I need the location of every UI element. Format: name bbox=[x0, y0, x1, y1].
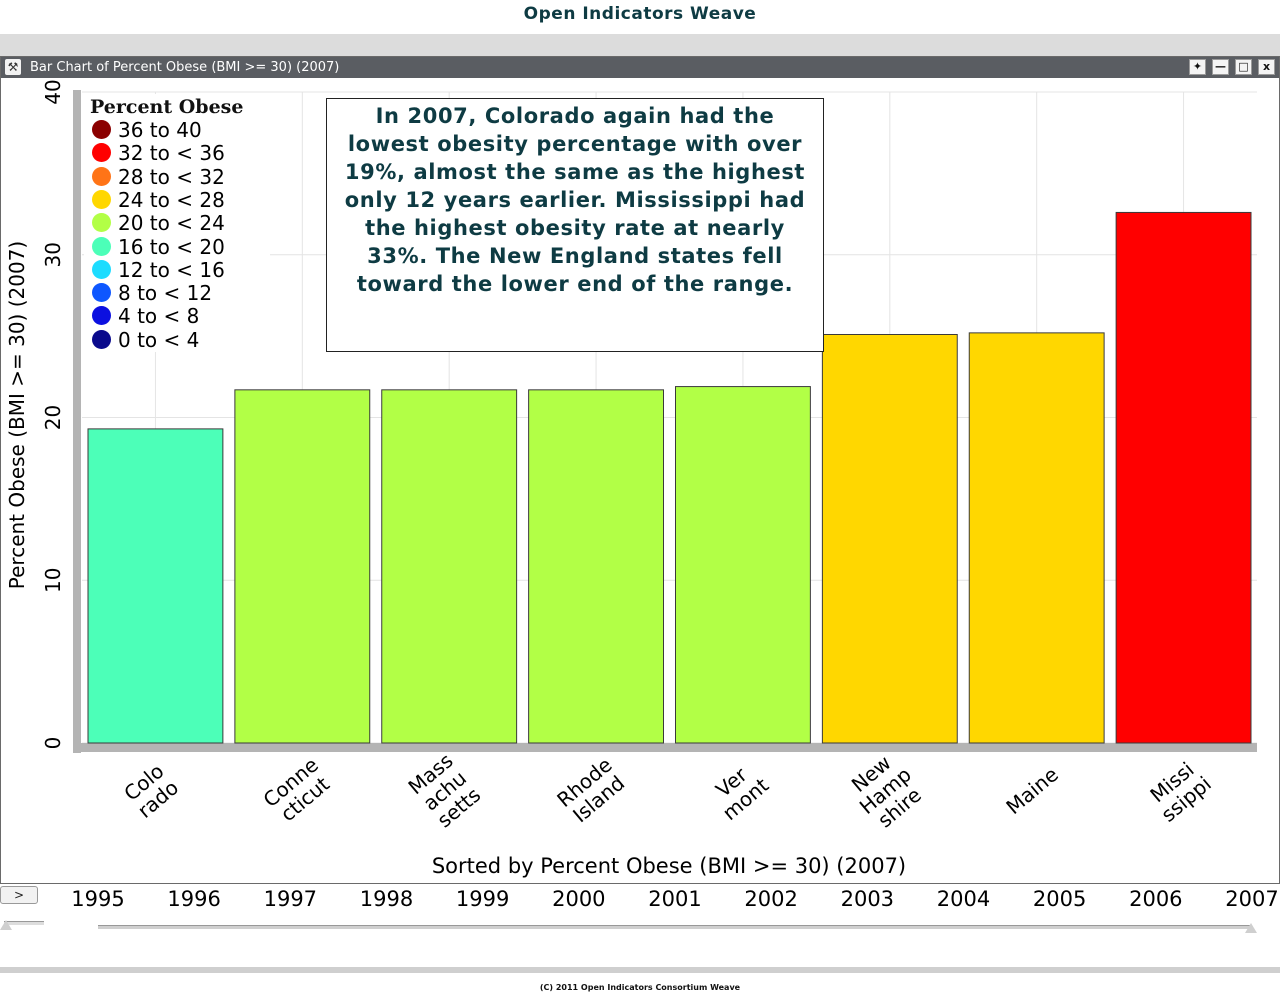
annotation-box[interactable]: In 2007, Colorado again had the lowest o… bbox=[326, 98, 824, 352]
bar bbox=[528, 389, 664, 744]
y-axis-line bbox=[73, 90, 81, 753]
y-tick-label: 30 bbox=[41, 242, 65, 267]
pin-icon: ✦ bbox=[1192, 60, 1203, 73]
legend-label: 28 to < 32 bbox=[118, 164, 225, 189]
play-button[interactable]: > bbox=[0, 886, 38, 904]
legend-title: Percent Obese bbox=[90, 96, 244, 118]
timeline-year[interactable]: 1995 bbox=[71, 887, 125, 911]
x-tick-label: Connecticut bbox=[259, 752, 337, 828]
timeline-year[interactable]: 1997 bbox=[263, 887, 318, 911]
window-title: Bar Chart of Percent Obese (BMI >= 30) (… bbox=[30, 60, 340, 75]
timeline-year[interactable]: 2006 bbox=[1129, 887, 1183, 911]
minimize-icon: — bbox=[1215, 60, 1226, 73]
legend-label: 16 to < 20 bbox=[118, 234, 225, 259]
speed-slider[interactable] bbox=[4, 921, 44, 925]
y-axis-title: Percent Obese (BMI >= 30) (2007) bbox=[5, 241, 29, 589]
y-tick-label: 10 bbox=[41, 568, 65, 593]
speed-slider-thumb[interactable] bbox=[0, 920, 12, 930]
x-tick-label: Maine bbox=[1001, 762, 1062, 819]
timeline-year[interactable]: 1996 bbox=[167, 887, 221, 911]
timeline-year[interactable]: 1998 bbox=[359, 887, 414, 911]
timeline-year[interactable]: 2003 bbox=[840, 887, 895, 911]
app-title: Open Indicators Weave bbox=[523, 4, 757, 24]
legend-label: 24 to < 28 bbox=[118, 187, 225, 212]
timeline-year[interactable]: 2002 bbox=[744, 887, 798, 911]
bar bbox=[675, 386, 811, 744]
window-titlebar[interactable]: ⚒ Bar Chart of Percent Obese (BMI >= 30)… bbox=[1, 57, 1279, 78]
legend-label: 32 to < 36 bbox=[118, 141, 225, 166]
bar bbox=[234, 389, 371, 744]
x-tick-label: Massachusetts bbox=[404, 748, 486, 832]
legend-label: 0 to < 4 bbox=[118, 327, 200, 352]
legend: Percent Obese 36 to 40 32 to < 36 28 to < … bbox=[84, 94, 270, 352]
y-tick-label: 40 bbox=[41, 79, 65, 104]
pin-button[interactable]: ✦ bbox=[1189, 59, 1206, 75]
x-tick-label: Mississippi bbox=[1142, 755, 1215, 827]
bar bbox=[1115, 211, 1252, 744]
x-tick-label: Vermont bbox=[704, 756, 774, 825]
maximize-button[interactable]: □ bbox=[1235, 59, 1252, 75]
wrench-icon[interactable]: ⚒ bbox=[5, 59, 21, 75]
bottom-band bbox=[0, 967, 1280, 973]
legend-swatch bbox=[92, 236, 111, 256]
bar bbox=[821, 333, 958, 744]
y-tick-label: 0 bbox=[41, 737, 65, 750]
legend-swatch bbox=[92, 329, 111, 349]
timeline-year[interactable]: 1999 bbox=[455, 887, 510, 911]
legend-swatch bbox=[92, 283, 111, 303]
legend-swatch bbox=[92, 189, 111, 209]
x-tick-label: RhodeIsland bbox=[552, 753, 630, 829]
legend-swatch bbox=[92, 259, 111, 279]
bar bbox=[381, 389, 518, 744]
legend-label: 20 to < 24 bbox=[118, 211, 225, 236]
timeline-year[interactable]: 2004 bbox=[936, 887, 991, 911]
maximize-icon: □ bbox=[1238, 60, 1249, 73]
y-tick-label: 20 bbox=[41, 405, 65, 430]
legend-swatch bbox=[92, 120, 111, 139]
toolbar-band bbox=[0, 34, 1280, 56]
timeline-year[interactable]: 2007 bbox=[1225, 887, 1279, 911]
legend-swatch bbox=[92, 166, 111, 186]
x-tick-label: Colorado bbox=[119, 758, 183, 822]
time-slider-thumb[interactable] bbox=[1245, 923, 1257, 933]
timeline-year[interactable]: 2005 bbox=[1032, 887, 1087, 911]
legend-swatch bbox=[92, 306, 111, 326]
legend-label: 8 to < 12 bbox=[118, 281, 213, 306]
timeline-year[interactable]: 2000 bbox=[552, 887, 606, 911]
legend-swatch bbox=[92, 143, 111, 163]
legend-label: 12 to < 16 bbox=[118, 257, 225, 282]
legend-label: 36 to 40 bbox=[118, 118, 202, 142]
x-tick-label: NewHampshire bbox=[841, 745, 930, 835]
footer: (C) 2011 Open Indicators Consortium Weav… bbox=[539, 983, 741, 992]
time-slider[interactable] bbox=[98, 925, 1250, 929]
minimize-button[interactable]: — bbox=[1212, 59, 1229, 75]
close-button[interactable]: x bbox=[1258, 59, 1275, 75]
bar bbox=[968, 332, 1105, 744]
legend-label: 4 to < 8 bbox=[118, 304, 200, 329]
close-icon: x bbox=[1262, 60, 1271, 73]
x-axis-line bbox=[73, 743, 1257, 752]
bar bbox=[87, 428, 224, 744]
x-axis-title: Sorted by Percent Obese (BMI >= 30) (200… bbox=[432, 854, 906, 878]
timeline-year[interactable]: 2001 bbox=[648, 887, 702, 911]
legend-swatch bbox=[92, 213, 111, 233]
